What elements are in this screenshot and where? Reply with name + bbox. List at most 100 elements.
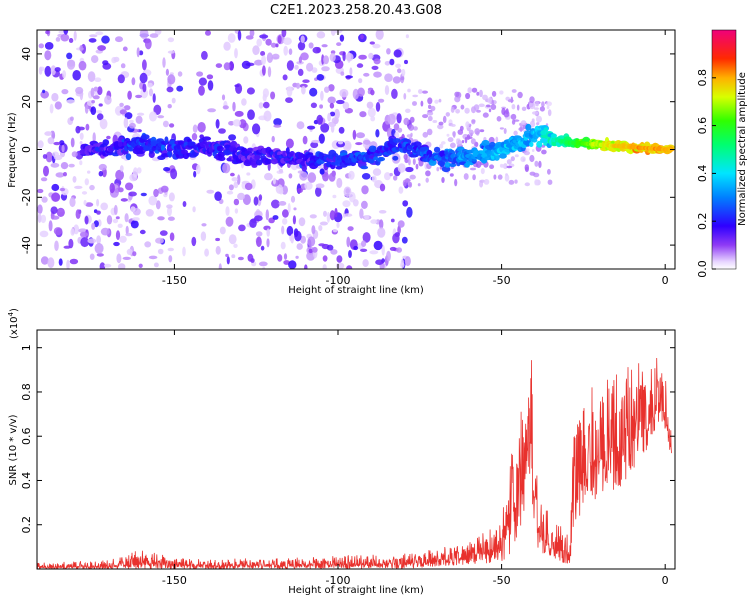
x-tick-label: 0 — [662, 274, 669, 287]
spectral-cell — [469, 167, 477, 171]
spectral-cell — [132, 251, 137, 257]
spectral-cell — [450, 142, 456, 149]
spectral-cell — [165, 68, 169, 76]
spectral-cell — [84, 178, 90, 186]
spectral-cell — [449, 173, 454, 177]
spectral-cell — [266, 228, 271, 237]
spectral-cell — [307, 172, 317, 183]
ridge-cell — [270, 158, 278, 165]
spectral-cell — [373, 71, 382, 78]
spectral-cell — [357, 87, 365, 97]
spectral-cell — [397, 163, 406, 173]
spectral-cell — [375, 129, 380, 138]
spectral-cell — [335, 262, 345, 269]
colorbar-tick-label: 0.2 — [696, 212, 709, 230]
spectral-cell — [258, 194, 263, 201]
spectral-cell — [171, 97, 176, 104]
spectral-cell — [309, 87, 318, 97]
spectral-cell — [54, 101, 62, 110]
x-tick-label: -50 — [493, 274, 511, 287]
spectral-cell — [329, 102, 335, 109]
spectral-cell — [422, 131, 429, 138]
spectral-cell — [361, 240, 367, 247]
spectral-cell — [98, 103, 103, 107]
spectral-cell — [87, 71, 96, 82]
spectral-cell — [353, 245, 359, 251]
spectral-cell — [139, 30, 149, 40]
ridge-cell — [297, 152, 304, 159]
spectral-cell — [37, 213, 42, 223]
spectral-cell — [397, 127, 403, 133]
spectral-cell — [360, 34, 364, 40]
spectral-cell — [294, 64, 299, 70]
spectral-cell — [66, 259, 70, 269]
spectral-cell — [336, 42, 342, 46]
spectral-cell — [58, 258, 63, 266]
spectral-cell — [51, 183, 60, 192]
spectral-cell — [61, 144, 65, 153]
spectral-cell — [533, 107, 539, 110]
spectral-cell — [69, 258, 79, 265]
spectral-cell — [191, 236, 197, 247]
ridge-cell — [160, 144, 166, 152]
spectral-cell — [288, 173, 293, 179]
spectral-cell — [72, 176, 77, 183]
spectral-cell — [384, 73, 393, 82]
spectral-cell — [393, 49, 402, 58]
spectral-cell — [160, 185, 169, 193]
spectral-cell — [430, 105, 436, 112]
spectral-cell — [139, 229, 146, 235]
ridge-cell — [264, 158, 272, 165]
spectral-cell — [96, 210, 101, 215]
spectral-cell — [336, 99, 345, 105]
spectral-cell — [132, 167, 138, 178]
spectral-cell — [125, 232, 133, 237]
figure-title: C2E1.2023.258.20.43.G08 — [270, 3, 442, 18]
spectral-cell — [125, 182, 134, 191]
spectral-cell — [400, 76, 405, 81]
spectral-cell — [339, 34, 345, 42]
spectral-cell — [322, 264, 327, 269]
spectral-cell — [327, 96, 336, 104]
ridge-cell — [217, 151, 225, 158]
ridge-cell — [164, 136, 169, 144]
spectral-cell — [113, 204, 118, 216]
spectral-cell — [264, 172, 273, 181]
spectral-cell — [447, 137, 454, 143]
spectral-cell — [339, 88, 349, 98]
spectral-cell — [157, 115, 165, 119]
spectral-cell — [403, 93, 407, 100]
spectral-cell — [352, 129, 357, 140]
spectral-cell — [491, 90, 497, 97]
spectral-cell — [393, 175, 398, 181]
spectral-cell — [529, 96, 535, 104]
spectral-cell — [511, 89, 517, 93]
spectral-cell — [332, 194, 337, 199]
spectral-cell — [37, 188, 44, 194]
spectral-cell — [323, 55, 329, 65]
spectral-cell — [147, 82, 153, 88]
spectral-cell — [123, 105, 131, 111]
spectral-cell — [389, 172, 393, 177]
spectral-cell — [297, 68, 304, 76]
spectral-cell — [508, 179, 515, 185]
spectral-cell — [340, 71, 345, 76]
spectral-cell — [109, 182, 115, 194]
spectrogram-x-label: Height of straight line (km) — [288, 285, 424, 296]
spectral-cell — [397, 220, 405, 228]
spectral-cell — [101, 35, 110, 44]
spectral-cell — [288, 260, 297, 269]
spectral-cell — [157, 248, 164, 255]
spectral-cell — [96, 110, 102, 114]
spectral-cell — [234, 48, 238, 59]
spectral-cell — [233, 181, 239, 189]
spectral-cell — [315, 183, 325, 189]
spectral-cell — [266, 238, 270, 248]
spectral-cell — [120, 63, 126, 69]
spectral-cell — [345, 53, 354, 62]
spectral-cell — [517, 91, 523, 99]
spectral-cell — [260, 245, 265, 251]
spectral-cell — [221, 94, 226, 101]
spectral-cell — [503, 128, 507, 134]
